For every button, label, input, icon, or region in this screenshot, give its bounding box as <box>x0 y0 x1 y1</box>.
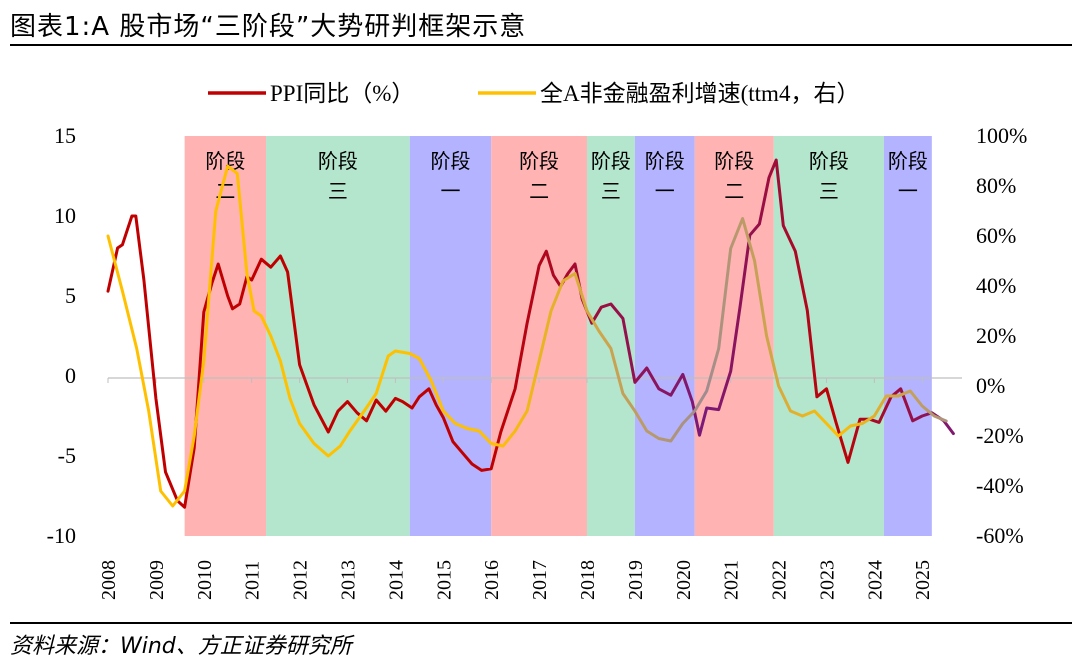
y-right-tick-label: -40% <box>976 473 1024 498</box>
x-tick-label: 2025 <box>912 560 934 600</box>
legend-label: PPI同比（%） <box>270 81 414 106</box>
x-tick-label: 2022 <box>769 560 791 600</box>
phase-label: 阶段 <box>430 150 470 173</box>
source-note: 资料来源：Wind、方正证券研究所 <box>10 634 352 659</box>
phase-band <box>634 136 695 536</box>
y-right-tick-label: -20% <box>976 423 1024 448</box>
phase-label-number: 一 <box>898 181 918 203</box>
x-tick-label: 2016 <box>481 560 503 600</box>
phase-label: 阶段 <box>645 150 685 173</box>
phase-band <box>266 136 410 536</box>
x-tick-label: 2014 <box>385 560 407 600</box>
phase-label: 阶段 <box>205 150 245 173</box>
y-left-tick-label: -10 <box>47 523 76 548</box>
phase-band <box>883 136 932 536</box>
legend: PPI同比（%） 全A非金融盈利增速(ttm4，右） <box>208 81 859 106</box>
y-right-tick-label: -60% <box>976 523 1024 548</box>
phase-band <box>184 136 267 536</box>
x-tick-label: 2012 <box>290 560 312 600</box>
phase-label: 阶段 <box>519 150 559 173</box>
phase-label: 阶段 <box>888 150 928 173</box>
phase-label-number: 三 <box>328 181 348 203</box>
series-line-profit <box>106 164 948 508</box>
x-tick-label: 2015 <box>433 560 455 600</box>
y-right-tick-label: 60% <box>976 223 1016 248</box>
phase-label: 阶段 <box>318 150 358 173</box>
x-tick-label: 2011 <box>242 561 264 600</box>
phase-label-number: 一 <box>655 181 675 203</box>
y-left-tick-label: 10 <box>54 203 76 228</box>
phase-band <box>773 136 884 536</box>
phase-bands <box>184 136 932 536</box>
phase-label-number: 二 <box>529 181 549 203</box>
phase-label-number: 一 <box>440 181 460 203</box>
x-tick-label: 2017 <box>529 560 551 600</box>
y-left-tick-label: -5 <box>58 443 76 468</box>
phase-label-number: 二 <box>724 181 744 203</box>
phase-label: 阶段 <box>809 150 849 173</box>
y-left-tick-label: 0 <box>65 363 76 388</box>
legend-label: 全A非金融盈利增速(ttm4，右） <box>540 81 859 106</box>
x-tick-label: 2009 <box>146 560 168 600</box>
phase-label: 阶段 <box>591 150 631 173</box>
phase-band <box>491 136 587 536</box>
phase-label: 阶段 <box>714 150 754 173</box>
x-tick-label: 2024 <box>864 560 886 600</box>
y-right-tick-label: 40% <box>976 273 1016 298</box>
y-right-tick-label: 20% <box>976 323 1016 348</box>
x-tick-label: 2013 <box>337 560 359 600</box>
axes: 2008 2009 2010 2011 2012 2013 2014 2015 2016 2017… <box>47 123 1028 600</box>
y-right-tick-label: 0% <box>976 373 1005 398</box>
phase-band <box>694 136 774 536</box>
footer-rule <box>10 622 1072 624</box>
x-tick-label: 2010 <box>194 560 216 600</box>
title-rule <box>10 44 1072 46</box>
series-line-ppi <box>106 158 955 509</box>
x-tick-label: 2019 <box>625 560 647 600</box>
page-title: 图表1:A 股市场“三阶段”大势研判框架示意 <box>10 12 527 42</box>
y-right-tick-label: 100% <box>976 123 1027 148</box>
series-lines <box>106 158 955 509</box>
phase-label-number: 三 <box>819 181 839 203</box>
y-left-tick-label: 15 <box>54 123 76 148</box>
y-left-tick-label: 5 <box>65 283 76 308</box>
x-tick-label: 2023 <box>816 560 838 600</box>
phase-label-number: 三 <box>601 181 621 203</box>
x-tick-label: 2008 <box>98 560 120 600</box>
y-right-tick-label: 80% <box>976 173 1016 198</box>
x-tick-label: 2020 <box>673 560 695 600</box>
x-tick-label: 2018 <box>577 560 599 600</box>
x-tick-label: 2021 <box>721 560 743 600</box>
